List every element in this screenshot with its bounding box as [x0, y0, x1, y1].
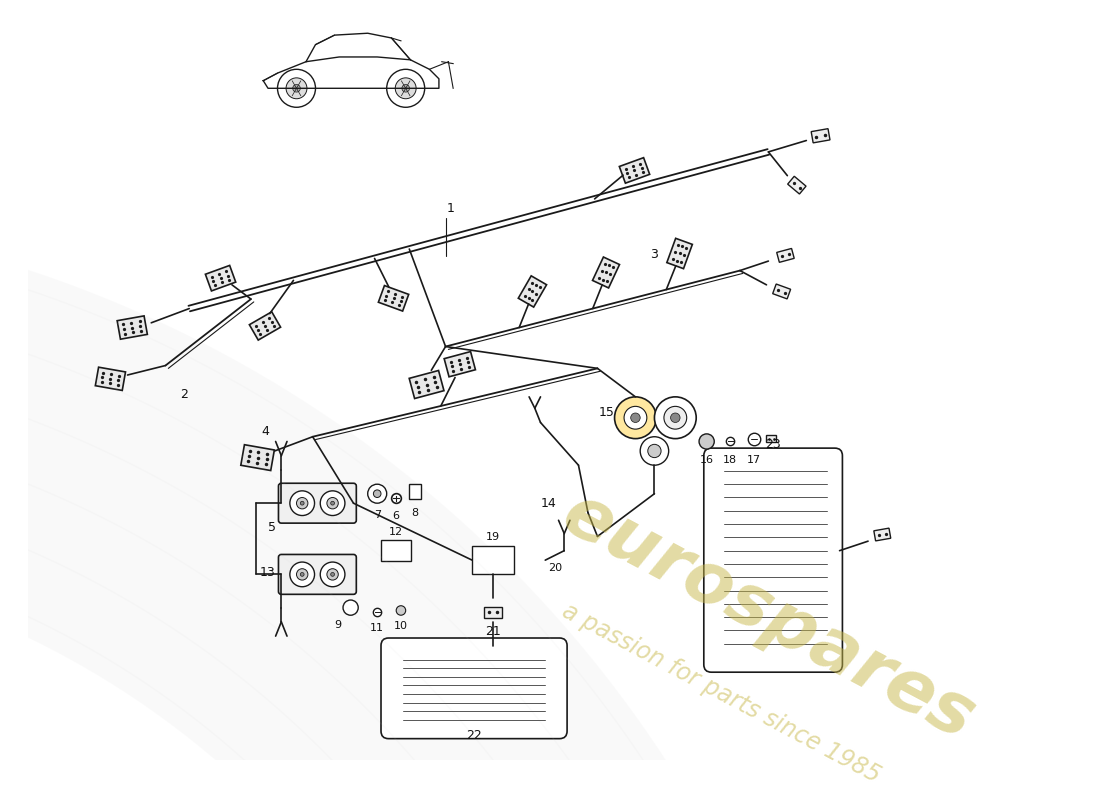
Text: 2: 2 — [180, 387, 188, 401]
Polygon shape — [518, 276, 547, 307]
FancyBboxPatch shape — [278, 554, 356, 594]
Text: 18: 18 — [724, 455, 737, 466]
Circle shape — [615, 397, 657, 438]
FancyBboxPatch shape — [704, 448, 843, 672]
Bar — [409, 484, 421, 499]
Text: 17: 17 — [747, 454, 761, 465]
FancyBboxPatch shape — [381, 638, 568, 738]
Circle shape — [300, 502, 304, 505]
FancyBboxPatch shape — [278, 483, 356, 523]
Text: 3: 3 — [650, 248, 659, 261]
Polygon shape — [206, 266, 235, 291]
Text: 1: 1 — [447, 202, 454, 215]
Text: 23: 23 — [766, 438, 781, 451]
Circle shape — [648, 444, 661, 458]
Text: eurospares: eurospares — [550, 479, 987, 754]
Polygon shape — [409, 370, 444, 398]
Text: 11: 11 — [371, 622, 384, 633]
Circle shape — [671, 413, 680, 422]
Circle shape — [327, 569, 339, 580]
Text: 13: 13 — [260, 566, 276, 579]
Text: 22: 22 — [466, 730, 482, 742]
Text: 19: 19 — [486, 532, 500, 542]
Circle shape — [320, 491, 345, 515]
Text: 20: 20 — [548, 562, 562, 573]
Polygon shape — [378, 286, 409, 311]
Circle shape — [395, 78, 416, 98]
Circle shape — [402, 85, 409, 92]
Circle shape — [630, 413, 640, 422]
Circle shape — [387, 70, 425, 107]
Circle shape — [300, 573, 304, 576]
Polygon shape — [117, 316, 147, 339]
Polygon shape — [873, 528, 891, 541]
Circle shape — [396, 606, 406, 615]
Text: 5: 5 — [267, 522, 276, 534]
Circle shape — [654, 397, 696, 438]
Circle shape — [373, 490, 381, 498]
Circle shape — [293, 85, 300, 92]
Circle shape — [286, 78, 307, 98]
Text: 14: 14 — [540, 497, 556, 510]
Polygon shape — [241, 445, 274, 470]
Text: 6: 6 — [393, 510, 399, 521]
Circle shape — [700, 434, 714, 449]
Polygon shape — [593, 257, 619, 288]
Text: 16: 16 — [700, 455, 714, 466]
Polygon shape — [667, 238, 692, 269]
Text: 21: 21 — [485, 625, 501, 638]
Circle shape — [297, 498, 308, 509]
Text: 10: 10 — [394, 621, 408, 630]
Circle shape — [367, 484, 387, 503]
Bar — [472, 546, 514, 574]
Text: 9: 9 — [333, 620, 341, 630]
Polygon shape — [811, 129, 830, 143]
Circle shape — [664, 406, 686, 429]
Circle shape — [640, 437, 669, 466]
Polygon shape — [619, 158, 650, 183]
Circle shape — [343, 600, 359, 615]
Text: 8: 8 — [411, 508, 419, 518]
Text: 7: 7 — [374, 510, 381, 519]
Polygon shape — [484, 606, 502, 618]
Polygon shape — [444, 351, 475, 377]
Polygon shape — [96, 367, 125, 390]
Text: a passion for parts since 1985: a passion for parts since 1985 — [558, 598, 884, 787]
Polygon shape — [250, 312, 280, 340]
Polygon shape — [766, 435, 777, 442]
Circle shape — [290, 491, 315, 515]
Circle shape — [297, 569, 308, 580]
Circle shape — [290, 562, 315, 586]
Circle shape — [331, 502, 334, 505]
Circle shape — [327, 498, 339, 509]
Circle shape — [331, 573, 334, 576]
Bar — [381, 540, 411, 561]
Text: 12: 12 — [389, 526, 404, 537]
Circle shape — [320, 562, 345, 586]
Circle shape — [277, 70, 316, 107]
Polygon shape — [788, 176, 806, 194]
Text: 4: 4 — [261, 426, 270, 438]
Polygon shape — [777, 249, 794, 262]
Polygon shape — [0, 250, 749, 800]
Text: 15: 15 — [600, 406, 615, 419]
Circle shape — [624, 406, 647, 429]
Polygon shape — [772, 284, 791, 299]
